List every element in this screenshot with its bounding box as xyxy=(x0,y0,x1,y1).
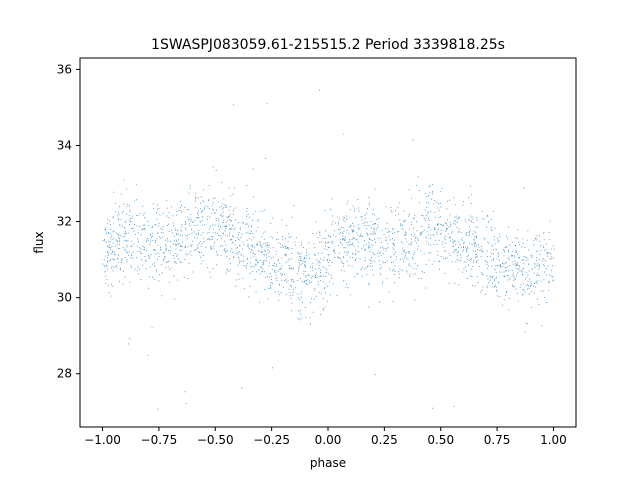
x-tick-label: 0.75 xyxy=(484,433,511,447)
y-axis: 28 30 32 34 36 xyxy=(57,62,80,381)
x-axis: −1.00 −0.75 −0.50 −0.25 0.00 0.25 0.50 0.75 1.00 xyxy=(84,427,567,447)
y-tick-label: 36 xyxy=(57,62,72,76)
x-tick-label: −0.50 xyxy=(197,433,234,447)
x-tick-label: 0.25 xyxy=(371,433,398,447)
y-tick-label: 32 xyxy=(57,215,72,229)
y-axis-title: flux xyxy=(32,231,46,253)
x-tick-label: −1.00 xyxy=(84,433,121,447)
x-tick-label: −0.75 xyxy=(141,433,178,447)
x-axis-title: phase xyxy=(310,456,346,470)
y-tick-label: 28 xyxy=(57,367,72,381)
x-tick-label: 0.00 xyxy=(315,433,342,447)
x-tick-label: 0.50 xyxy=(427,433,454,447)
x-tick-label: −0.25 xyxy=(253,433,290,447)
chart-title: 1SWASPJ083059.61-215515.2 Period 3339818… xyxy=(151,37,505,53)
y-tick-label: 34 xyxy=(57,138,72,152)
y-tick-label: 30 xyxy=(57,291,72,305)
x-tick-label: 1.00 xyxy=(540,433,567,447)
